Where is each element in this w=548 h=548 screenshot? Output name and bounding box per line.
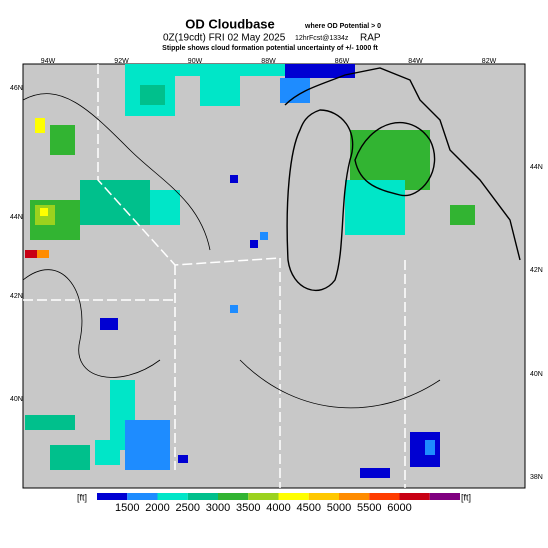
longitude-labels: 94W 92W 90W 88W 86W 84W 82W — [41, 58, 497, 65]
colorbar-label: 2500 — [176, 502, 200, 514]
colorbar-label: 2000 — [145, 502, 169, 514]
title: OD Cloudbase — [185, 16, 275, 31]
latitude-label: 42N — [10, 293, 23, 300]
map-background — [22, 63, 526, 489]
longitude-label: 82W — [482, 58, 497, 65]
colorbar-segment — [429, 493, 460, 500]
subtitle: Stipple shows cloud formation potential … — [162, 45, 378, 52]
title-note: where OD Potential > 0 — [304, 23, 381, 30]
map-area — [22, 63, 526, 489]
colorbar-segment — [97, 493, 128, 500]
latitude-labels-left: 46N 44N 42N 40N — [10, 85, 23, 403]
colorbar-label: 3500 — [236, 502, 260, 514]
model: RAP — [360, 33, 381, 44]
colorbar-label: 4500 — [297, 502, 321, 514]
longitude-label: 88W — [261, 58, 276, 65]
run-time: 0Z(19cdt) FRI 02 May 2025 — [163, 33, 286, 44]
colorbar-segment — [127, 493, 158, 500]
longitude-label: 86W — [335, 58, 350, 65]
colorbar-label: 3000 — [206, 502, 230, 514]
forecast: 12hrFcst@1334z — [295, 35, 349, 42]
colorbar-segment — [187, 493, 218, 500]
colorbar-label: 6000 — [387, 502, 411, 514]
colorbar-segment — [278, 493, 309, 500]
latitude-label: 40N — [530, 371, 543, 378]
longitude-label: 84W — [408, 58, 423, 65]
colorbar-segment — [339, 493, 370, 500]
colorbar-segment — [218, 493, 249, 500]
colorbar: 1500 2000 2500 3000 3500 4000 4500 5000 5500 6000 — [97, 493, 460, 514]
colorbar-label: 5500 — [357, 502, 381, 514]
contours — [22, 93, 441, 409]
latitude-label: 38N — [530, 474, 543, 481]
colorbar-label: 4000 — [266, 502, 290, 514]
latitude-label: 40N — [10, 396, 23, 403]
longitude-label: 92W — [114, 58, 129, 65]
colorbar-unit: [ft] — [461, 492, 471, 502]
colorbar-segment — [157, 493, 188, 500]
latitude-label: 44N — [10, 214, 23, 221]
colorbar-segment — [399, 493, 430, 500]
cloudbase-cells — [25, 64, 475, 478]
colorbar-label: 5000 — [327, 502, 351, 514]
coastlines — [284, 67, 521, 291]
latitude-label: 44N — [530, 164, 543, 171]
colorbar-segment — [308, 493, 339, 500]
longitude-label: 94W — [41, 58, 56, 65]
longitude-label: 90W — [188, 58, 203, 65]
state-borders — [23, 64, 406, 488]
latitude-label: 46N — [10, 85, 23, 92]
latitude-label: 42N — [530, 267, 543, 274]
colorbar-segment — [248, 493, 279, 500]
colorbar-unit: [ft] — [77, 492, 87, 502]
latitude-labels-right: 44N 42N 40N 38N — [530, 164, 543, 481]
colorbar-label: 1500 — [115, 502, 139, 514]
colorbar-segment — [369, 493, 400, 500]
